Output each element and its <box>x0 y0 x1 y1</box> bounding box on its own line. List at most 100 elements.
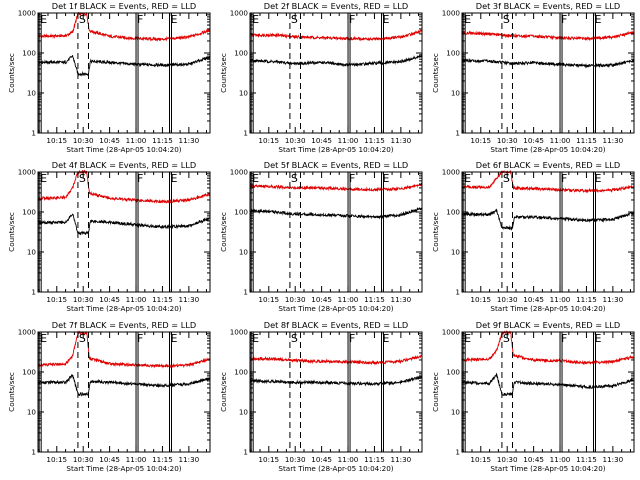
event-marker-label: F <box>561 13 567 26</box>
event-marker-label: E <box>170 332 177 345</box>
x-tick-label: 10:15 <box>258 455 279 464</box>
x-tick-label: 11:00 <box>338 136 359 145</box>
x-axis-label: Start Time (28-Apr-05 10:04:20) <box>278 145 393 154</box>
panel-title: Det 7f BLACK = Events, RED = LLD <box>52 320 196 330</box>
y-tick-label: 100 <box>446 49 460 58</box>
events-series-line <box>249 206 423 220</box>
events-series-line <box>249 375 423 387</box>
x-tick-label: 10:15 <box>46 136 67 145</box>
x-tick-label: 11:30 <box>391 455 412 464</box>
panel-title: Det 3f BLACK = Events, RED = LLD <box>476 1 620 11</box>
x-tick-label: 11:15 <box>364 136 385 145</box>
events-series-line <box>461 372 634 397</box>
lld-series-line <box>249 182 423 193</box>
x-tick-label: 10:15 <box>258 136 279 145</box>
event-marker-label: E <box>382 13 389 26</box>
y-tick-label: 10 <box>451 408 461 417</box>
y-axis-label: Counts/sec <box>431 212 440 252</box>
event-marker-label: S <box>79 332 86 345</box>
x-axis-label: Start Time (28-Apr-05 10:04:20) <box>490 304 605 313</box>
plot-frame <box>249 12 423 134</box>
events-series-line <box>461 58 635 69</box>
x-axis-label: Start Time (28-Apr-05 10:04:20) <box>66 464 181 473</box>
plot-frame <box>461 12 635 134</box>
y-axis-label: Counts/sec <box>219 372 228 412</box>
x-tick-label: 10:30 <box>497 295 518 304</box>
y-tick-label: 10 <box>27 248 37 257</box>
lld-series-line <box>461 30 635 42</box>
x-tick-label: 11:00 <box>550 136 571 145</box>
events-series-line <box>249 53 423 68</box>
x-tick-label: 11:00 <box>550 295 571 304</box>
event-marker-label: F <box>137 172 143 185</box>
x-tick-label: 10:30 <box>285 295 306 304</box>
event-marker-label: E <box>40 13 47 26</box>
x-tick-label: 11:15 <box>152 136 173 145</box>
event-marker-label: E <box>170 172 177 185</box>
y-tick-label: 10 <box>239 408 249 417</box>
y-tick-label: 1000 <box>442 9 461 18</box>
plot-frame <box>37 171 211 293</box>
x-tick-label: 10:15 <box>470 295 491 304</box>
y-axis-label: Counts/sec <box>7 212 16 252</box>
plot-frame <box>37 12 211 134</box>
x-tick-label: 10:30 <box>497 136 518 145</box>
x-tick-label: 10:45 <box>523 455 544 464</box>
events-series-line <box>37 373 211 397</box>
x-axis-label: Start Time (28-Apr-05 10:04:20) <box>278 464 393 473</box>
x-tick-label: 10:45 <box>311 455 332 464</box>
event-marker-label: E <box>170 13 177 26</box>
event-marker-label: S <box>291 332 298 345</box>
event-marker-label: S <box>503 332 510 345</box>
panel-title: Det 6f BLACK = Events, RED = LLD <box>476 160 620 170</box>
x-tick-label: 11:15 <box>576 136 597 145</box>
event-marker-label: F <box>561 172 567 185</box>
y-tick-label: 1000 <box>18 168 37 177</box>
events-series-line <box>461 208 635 231</box>
y-tick-label: 100 <box>22 368 36 377</box>
detector-panel: Det 8f BLACK = Events, RED = LLD E S F E 1 10 1… <box>219 320 423 473</box>
event-marker-label: S <box>503 13 510 26</box>
event-marker-label: S <box>79 172 86 185</box>
x-tick-label: 11:15 <box>152 295 173 304</box>
plot-frame <box>461 331 635 453</box>
event-marker-label: E <box>594 172 601 185</box>
y-tick-label: 1 <box>243 448 248 457</box>
y-axis-label: Counts/sec <box>219 53 228 93</box>
y-tick-label: 1 <box>455 288 460 297</box>
x-tick-label: 11:00 <box>550 455 571 464</box>
event-marker-label: S <box>79 13 86 26</box>
plot-frame <box>249 331 423 453</box>
y-tick-label: 10 <box>451 89 461 98</box>
x-tick-label: 10:30 <box>73 455 94 464</box>
x-tick-label: 11:00 <box>126 295 147 304</box>
y-tick-label: 1 <box>243 129 248 138</box>
y-tick-label: 1000 <box>442 168 461 177</box>
lld-series-line <box>37 169 211 204</box>
x-axis-label: Start Time (28-Apr-05 10:04:20) <box>490 464 605 473</box>
x-tick-label: 11:30 <box>603 295 624 304</box>
lld-series-line <box>249 354 423 366</box>
event-marker-label: F <box>349 172 355 185</box>
event-marker-label: S <box>291 172 298 185</box>
detector-panel: Det 5f BLACK = Events, RED = LLD E S F E 1 10 1… <box>219 160 423 313</box>
y-tick-label: 1 <box>31 129 36 138</box>
x-tick-label: 11:15 <box>364 295 385 304</box>
x-tick-label: 10:30 <box>73 295 94 304</box>
x-tick-label: 11:30 <box>391 295 412 304</box>
y-tick-label: 100 <box>22 208 36 217</box>
event-marker-label: E <box>382 332 389 345</box>
y-tick-label: 100 <box>22 49 36 58</box>
x-tick-label: 10:15 <box>470 136 491 145</box>
x-tick-label: 11:15 <box>576 295 597 304</box>
plot-frame <box>37 331 211 453</box>
event-marker-label: E <box>464 13 471 26</box>
events-series-line <box>37 55 211 77</box>
lld-series-line <box>461 329 635 366</box>
y-tick-label: 10 <box>451 248 461 257</box>
y-axis-label: Counts/sec <box>7 53 16 93</box>
lld-series-line <box>37 12 211 42</box>
panel-title: Det 5f BLACK = Events, RED = LLD <box>264 160 408 170</box>
y-tick-label: 1 <box>243 288 248 297</box>
